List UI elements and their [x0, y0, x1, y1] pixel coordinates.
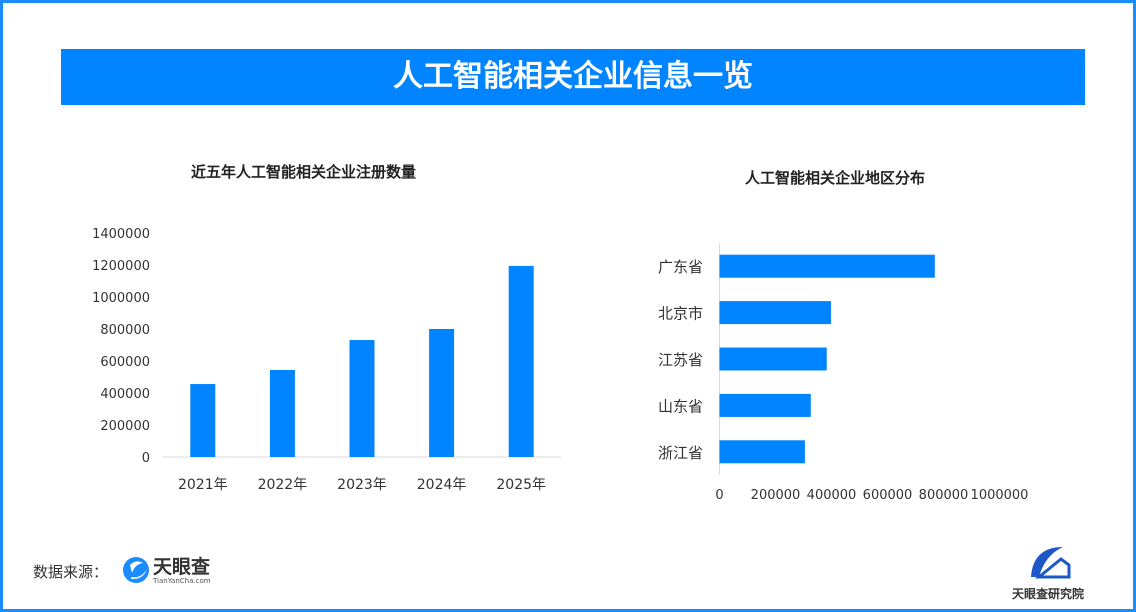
tianyancha-logo: 天眼查 TianYanCha.com — [121, 553, 221, 591]
x-tick-label: 1000000 — [971, 488, 1029, 503]
x-tick-label: 800000 — [919, 488, 969, 503]
svg-text:TianYanCha.com: TianYanCha.com — [152, 577, 211, 585]
x-tick-label: 2024年 — [417, 477, 467, 493]
y-tick-label: 800000 — [100, 323, 150, 338]
x-tick-label: 200000 — [751, 488, 801, 503]
bar-山东省 — [719, 393, 811, 417]
institute-logo: 天眼查研究院 — [1008, 541, 1088, 602]
left-chart-title: 近五年人工智能相关企业注册数量 — [191, 163, 417, 181]
bar-2025年 — [508, 265, 534, 457]
bar-浙江省 — [719, 440, 805, 464]
x-tick-label: 600000 — [863, 488, 913, 503]
bar-广东省 — [719, 254, 935, 278]
x-tick-label: 400000 — [807, 488, 857, 503]
institute-logo-text: 天眼查研究院 — [1011, 587, 1084, 601]
y-tick-label: 600000 — [100, 355, 150, 370]
bar-北京市 — [719, 301, 831, 325]
x-tick-label: 2021年 — [178, 477, 228, 493]
y-tick-label: 400000 — [100, 387, 150, 402]
region-bar-chart: 0 200000 400000 600000 800000 1000000 广东省北京市江苏… — [658, 243, 1029, 503]
bar-2024年 — [429, 329, 455, 457]
y-tick-label: 1200000 — [92, 259, 150, 274]
x-tick-label: 2022年 — [258, 477, 308, 493]
y-tick-label: 山东省 — [658, 397, 703, 415]
bar-2023年 — [349, 340, 375, 457]
svg-text:天眼查: 天眼查 — [153, 555, 211, 578]
y-tick-label: 0 — [142, 451, 150, 466]
y-tick-label: 1400000 — [92, 227, 150, 242]
bar-江苏省 — [719, 347, 827, 371]
x-tick-label: 2025年 — [496, 477, 546, 493]
bar-2021年 — [190, 384, 216, 457]
x-tick-label: 0 — [715, 488, 723, 503]
x-tick-label: 2023年 — [337, 477, 387, 493]
y-tick-label: 浙江省 — [658, 444, 703, 462]
bar-2022年 — [269, 369, 295, 457]
y-tick-label: 广东省 — [658, 258, 703, 276]
registration-bar-chart: 0 200000 400000 600000 800000 1000000 1200000 1… — [92, 227, 561, 493]
y-tick-label: 1000000 — [92, 291, 150, 306]
y-tick-label: 北京市 — [658, 305, 703, 323]
source-label: 数据来源： — [33, 563, 109, 581]
y-tick-label: 江苏省 — [658, 351, 703, 369]
right-chart-title: 人工智能相关企业地区分布 — [745, 169, 926, 187]
banner-title: 人工智能相关企业信息一览 — [61, 49, 1085, 105]
y-tick-label: 200000 — [100, 419, 150, 434]
